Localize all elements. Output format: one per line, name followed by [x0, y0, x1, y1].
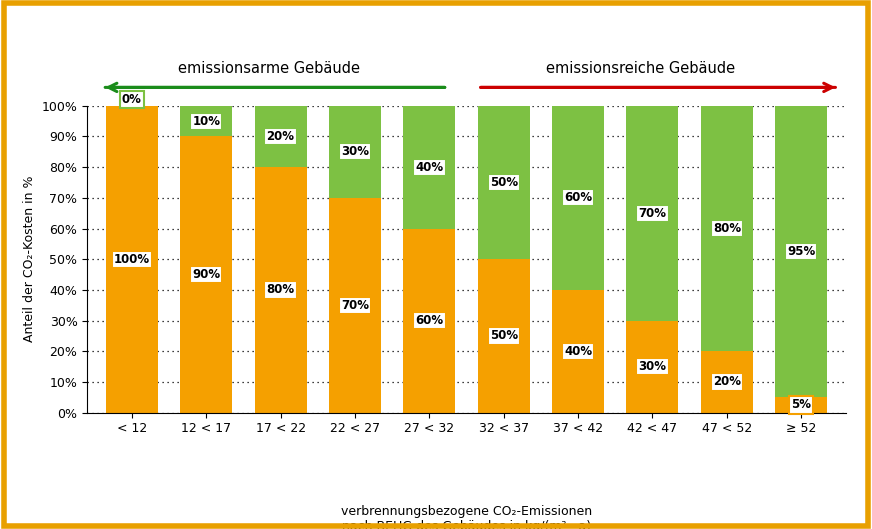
Bar	[329, 106, 381, 198]
Text: 40%: 40%	[415, 161, 443, 174]
Text: 20%: 20%	[712, 376, 741, 388]
Bar	[255, 106, 307, 167]
Text: 50%: 50%	[490, 330, 518, 342]
Bar	[552, 106, 604, 290]
Bar	[626, 106, 678, 321]
Bar	[255, 167, 307, 413]
Text: 70%: 70%	[341, 299, 369, 312]
Bar	[775, 397, 828, 413]
Text: 95%: 95%	[787, 245, 815, 258]
Text: 100%: 100%	[113, 253, 150, 266]
Bar	[701, 351, 753, 413]
Text: verbrennungsbezogene CO₂-Emissionen
nach BEHG des Gebäudes in kg/(m² · a): verbrennungsbezogene CO₂-Emissionen nach…	[341, 505, 592, 529]
Bar	[106, 106, 158, 413]
Bar	[775, 106, 828, 397]
Bar	[403, 229, 455, 413]
Bar	[181, 136, 232, 413]
Text: 5%: 5%	[791, 398, 811, 412]
Text: 30%: 30%	[638, 360, 666, 373]
Bar	[181, 106, 232, 136]
Text: 20%: 20%	[267, 130, 295, 143]
Bar	[701, 106, 753, 351]
Text: 50%: 50%	[490, 176, 518, 189]
Text: 70%: 70%	[638, 207, 666, 220]
Text: 40%: 40%	[564, 345, 592, 358]
Text: 80%: 80%	[267, 284, 295, 296]
Bar	[478, 259, 530, 413]
Text: 0%: 0%	[122, 93, 142, 106]
Text: 80%: 80%	[712, 222, 741, 235]
Bar	[329, 198, 381, 413]
Bar	[478, 106, 530, 259]
Text: 60%: 60%	[415, 314, 443, 327]
Bar	[403, 106, 455, 229]
Text: 60%: 60%	[564, 191, 592, 204]
Text: 30%: 30%	[341, 145, 369, 158]
Y-axis label: Anteil der CO₂-Kosten in %: Anteil der CO₂-Kosten in %	[23, 176, 36, 342]
Bar	[552, 290, 604, 413]
Text: emissionsreiche Gebäude: emissionsreiche Gebäude	[547, 61, 736, 77]
Text: 10%: 10%	[192, 115, 221, 127]
Text: emissionsarme Gebäude: emissionsarme Gebäude	[178, 61, 360, 77]
Text: 90%: 90%	[192, 268, 221, 281]
Bar	[626, 321, 678, 413]
